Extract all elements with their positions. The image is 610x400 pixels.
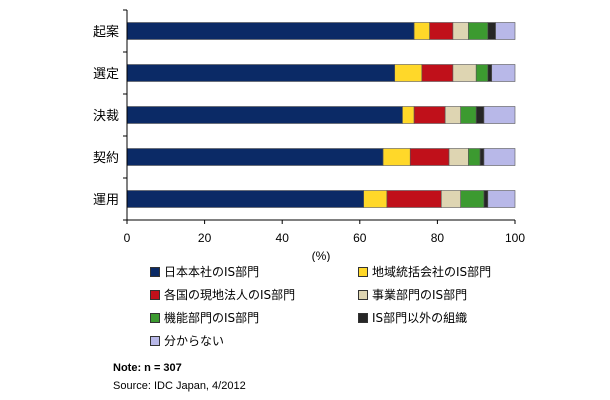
- bar-segment: [460, 190, 485, 208]
- bar-segment: [444, 106, 461, 124]
- bar-segment: [126, 190, 364, 208]
- legend-item: 事業部門のIS部門: [358, 286, 467, 303]
- bar-segment: [448, 148, 469, 166]
- bar-segment: [382, 148, 411, 166]
- bar-segment: [483, 106, 516, 124]
- bar-segment: [460, 106, 477, 124]
- y-category-label: 運用: [93, 193, 119, 208]
- legend-swatch: [358, 266, 368, 277]
- bar-segment: [487, 190, 516, 208]
- legend-swatch: [150, 289, 160, 300]
- y-category-label: 起案: [93, 25, 119, 40]
- bar-segment: [363, 190, 388, 208]
- legend-swatch: [358, 312, 368, 323]
- bar-segment: [475, 106, 485, 124]
- legend-swatch: [150, 312, 160, 323]
- bar-segment: [126, 22, 415, 40]
- x-tick-label: 40: [276, 231, 290, 245]
- legend-item: 地域統括会社のIS部門: [358, 263, 491, 280]
- bar-segment: [475, 64, 489, 82]
- legend-label: 日本本社のIS部門: [164, 265, 260, 279]
- legend-item: IS部門以外の組織: [358, 309, 467, 326]
- legend-item: 機能部門のIS部門: [150, 309, 259, 326]
- x-tick-label: 0: [124, 231, 131, 245]
- legend-item: 各国の現地法人のIS部門: [150, 286, 295, 303]
- legend-label: 機能部門のIS部門: [164, 311, 260, 325]
- bar-segment: [413, 22, 430, 40]
- x-tick-label: 60: [353, 231, 367, 245]
- y-category-label: 決裁: [93, 108, 119, 124]
- bar-segment: [452, 22, 469, 40]
- legend-label: 分からない: [164, 334, 225, 348]
- bar-segment: [487, 22, 496, 40]
- x-axis-label: (%): [312, 249, 331, 262]
- bar-segment: [495, 22, 516, 40]
- bar-segment: [468, 148, 481, 166]
- legend-item: 分からない: [150, 332, 224, 349]
- legend-label: IS部門以外の組織: [372, 311, 468, 325]
- bar-segment: [452, 64, 477, 82]
- bar-segment: [421, 64, 454, 82]
- bar-segment: [126, 148, 384, 166]
- bar-segment: [491, 64, 516, 82]
- legend-label: 各国の現地法人のIS部門: [164, 288, 296, 302]
- bar-segment: [126, 106, 403, 124]
- legend-label: 事業部門のIS部門: [372, 288, 468, 302]
- bar-segment: [440, 190, 461, 208]
- note-text: Note: n = 307: [113, 362, 182, 374]
- bar-segment: [386, 190, 442, 208]
- x-tick-label: 20: [198, 231, 212, 245]
- bar-segment: [483, 148, 516, 166]
- bar-segment: [479, 148, 485, 166]
- bar-segment: [126, 64, 396, 82]
- bar-segment: [429, 22, 454, 40]
- legend-label: 地域統括会社のIS部門: [372, 265, 492, 279]
- legend-swatch: [150, 335, 160, 346]
- bar-segment: [487, 64, 493, 82]
- bar-segment: [483, 190, 489, 208]
- bar-segment: [394, 64, 423, 82]
- bar-segment: [402, 106, 415, 124]
- bar-segment: [468, 22, 489, 40]
- legend-swatch: [358, 289, 368, 300]
- y-category-label: 契約: [93, 151, 119, 166]
- x-tick-label: 100: [505, 231, 525, 245]
- x-tick-label: 80: [431, 231, 445, 245]
- legend-swatch: [150, 266, 160, 277]
- y-category-label: 選定: [93, 67, 119, 82]
- legend-item: 日本本社のIS部門: [150, 263, 259, 280]
- source-text: Source: IDC Japan, 4/2012: [113, 380, 246, 392]
- bar-segment: [409, 148, 450, 166]
- bar-segment: [413, 106, 446, 124]
